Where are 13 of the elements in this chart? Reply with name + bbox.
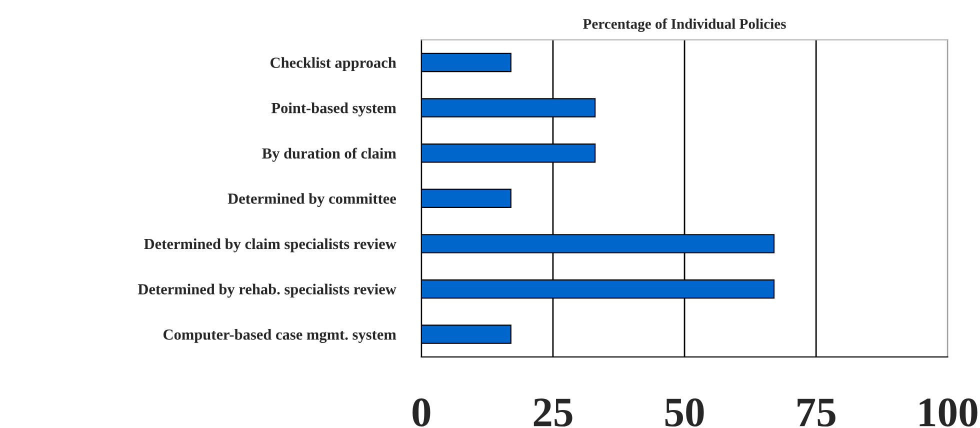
x-tick-label: 100 xyxy=(920,398,978,427)
x-tick-label: 75 xyxy=(798,398,836,427)
y-tick-label: Determined by rehab. specialists review xyxy=(138,284,396,298)
y-tick-label: Point-based system xyxy=(271,102,396,116)
y-tick-label: Checklist approach xyxy=(270,57,396,72)
y-tick-label: Determined by claim specialists review xyxy=(144,238,396,252)
y-tick-label: By duration of claim xyxy=(262,148,396,162)
y-tick-label: Computer-based case mgmt. system xyxy=(164,329,396,343)
x-tick-label: 50 xyxy=(665,398,704,427)
x-tick-label: 25 xyxy=(534,398,572,427)
chart-title: Percentage of Individual Policies xyxy=(583,18,786,32)
y-tick-label: Determined by committee xyxy=(228,193,396,207)
x-tick-label: 0 xyxy=(412,398,430,427)
